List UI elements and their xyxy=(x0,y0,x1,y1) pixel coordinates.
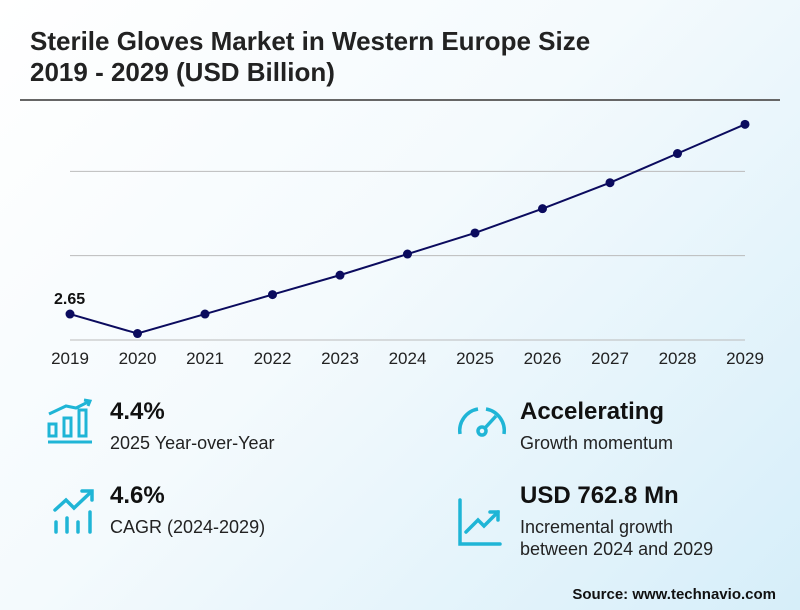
x-tick-label: 2026 xyxy=(524,349,562,368)
data-point xyxy=(268,290,277,300)
data-point xyxy=(470,228,480,238)
x-tick-label: 2028 xyxy=(659,349,697,368)
data-point xyxy=(65,309,75,319)
data-point xyxy=(133,329,142,339)
x-tick-label: 2019 xyxy=(51,349,89,368)
data-point xyxy=(740,119,750,129)
bar-chart-growth-icon xyxy=(47,398,93,444)
data-point xyxy=(335,270,345,280)
speedometer-icon xyxy=(458,407,506,437)
x-tick-label: 2023 xyxy=(321,349,359,368)
x-tick-label: 2029 xyxy=(726,349,764,368)
line-chart-up-icon xyxy=(458,498,502,546)
data-point xyxy=(403,249,412,259)
x-tick-label: 2020 xyxy=(119,349,157,368)
data-point xyxy=(200,309,210,319)
data-point xyxy=(673,149,682,159)
stat-yoy: 4.4% 2025 Year-over-Year xyxy=(110,398,275,453)
trend-up-bars-icon xyxy=(53,489,94,534)
x-tick-label: 2024 xyxy=(389,349,427,368)
x-tick-label: 2022 xyxy=(254,349,292,368)
data-point xyxy=(605,178,615,188)
data-label: 2.65 xyxy=(54,291,85,308)
stat-cagr: 4.6% CAGR (2024-2029) xyxy=(110,482,266,537)
chart-title: Sterile Gloves Market in Western Europe … xyxy=(30,26,591,87)
source-credit: Source: www.technavio.com xyxy=(572,586,776,603)
title-divider xyxy=(20,99,780,101)
stat-incremental: USD 762.8 Mn Incremental growth between 2… xyxy=(520,482,714,559)
stat-momentum: Accelerating Growth momentum xyxy=(520,398,674,453)
data-point xyxy=(538,204,547,214)
line-chart: 2019 2020 2021 2022 2023 2024 2025 2026 2027 2028… xyxy=(51,119,764,368)
x-tick-label: 2021 xyxy=(186,349,224,368)
x-tick-label: 2027 xyxy=(591,349,629,368)
x-tick-label: 2025 xyxy=(456,349,494,368)
series-line xyxy=(69,123,746,335)
